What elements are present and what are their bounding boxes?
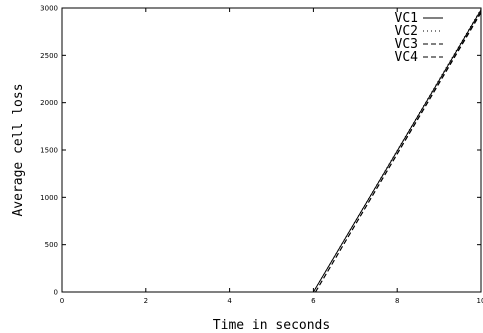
x-tick-label: 0: [60, 297, 64, 305]
y-tick-label: 2000: [40, 99, 58, 107]
y-tick-label: 0: [54, 289, 58, 297]
legend-label-vc1: VC1: [395, 11, 418, 26]
x-axis-ticks: 0 2 4 6 8 10: [60, 8, 483, 305]
y-tick-label: 1000: [40, 194, 58, 202]
series-lines: [312, 8, 482, 293]
series-line-vc2: [312, 8, 482, 293]
x-tick-label: 10: [477, 297, 483, 305]
x-axis-label: Time in seconds: [213, 318, 330, 333]
y-axis-ticks: 0 500 1000 1500 2000 2500 3000: [40, 5, 481, 297]
y-tick-label: 2500: [40, 52, 58, 60]
plot-border: [61, 7, 482, 293]
series-line-vc4: [315, 12, 482, 293]
plot-frame: [61, 7, 482, 293]
x-tick-label: 4: [227, 297, 232, 305]
legend-label-vc2: VC2: [395, 24, 418, 39]
y-tick-label: 3000: [40, 5, 58, 13]
x-tick-label: 2: [144, 297, 148, 305]
y-tick-label: 500: [45, 241, 58, 249]
legend-label-vc3: VC3: [395, 37, 418, 52]
y-tick-label: 1500: [40, 147, 58, 155]
x-tick-label: 6: [311, 297, 316, 305]
legend-label-vc4: VC4: [395, 50, 419, 65]
y-axis-label: Average cell loss: [11, 83, 26, 216]
x-tick-label: 8: [395, 297, 399, 305]
